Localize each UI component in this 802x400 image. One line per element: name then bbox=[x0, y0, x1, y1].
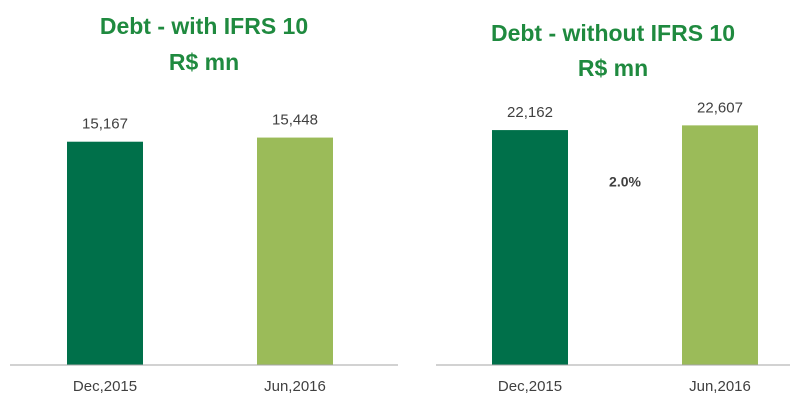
annotation: 2.0% bbox=[609, 174, 641, 190]
bar bbox=[67, 141, 143, 365]
x-tick-label: Jun,2016 bbox=[264, 378, 326, 395]
bar bbox=[682, 125, 758, 365]
value-label: 15,448 bbox=[272, 112, 318, 129]
value-label: 22,607 bbox=[697, 99, 743, 116]
chart-title: Debt - with IFRS 10 bbox=[100, 13, 308, 39]
x-tick-label: Dec,2015 bbox=[498, 378, 562, 395]
chart-subtitle: R$ mn bbox=[169, 49, 239, 75]
chart-subtitle: R$ mn bbox=[578, 55, 648, 81]
chart-title: Debt - without IFRS 10 bbox=[491, 20, 735, 46]
value-label: 22,162 bbox=[507, 104, 553, 121]
bar bbox=[257, 137, 333, 365]
x-tick-label: Dec,2015 bbox=[73, 378, 137, 395]
value-label: 15,167 bbox=[82, 116, 128, 133]
bar bbox=[492, 130, 568, 365]
x-tick-label: Jun,2016 bbox=[689, 378, 751, 395]
